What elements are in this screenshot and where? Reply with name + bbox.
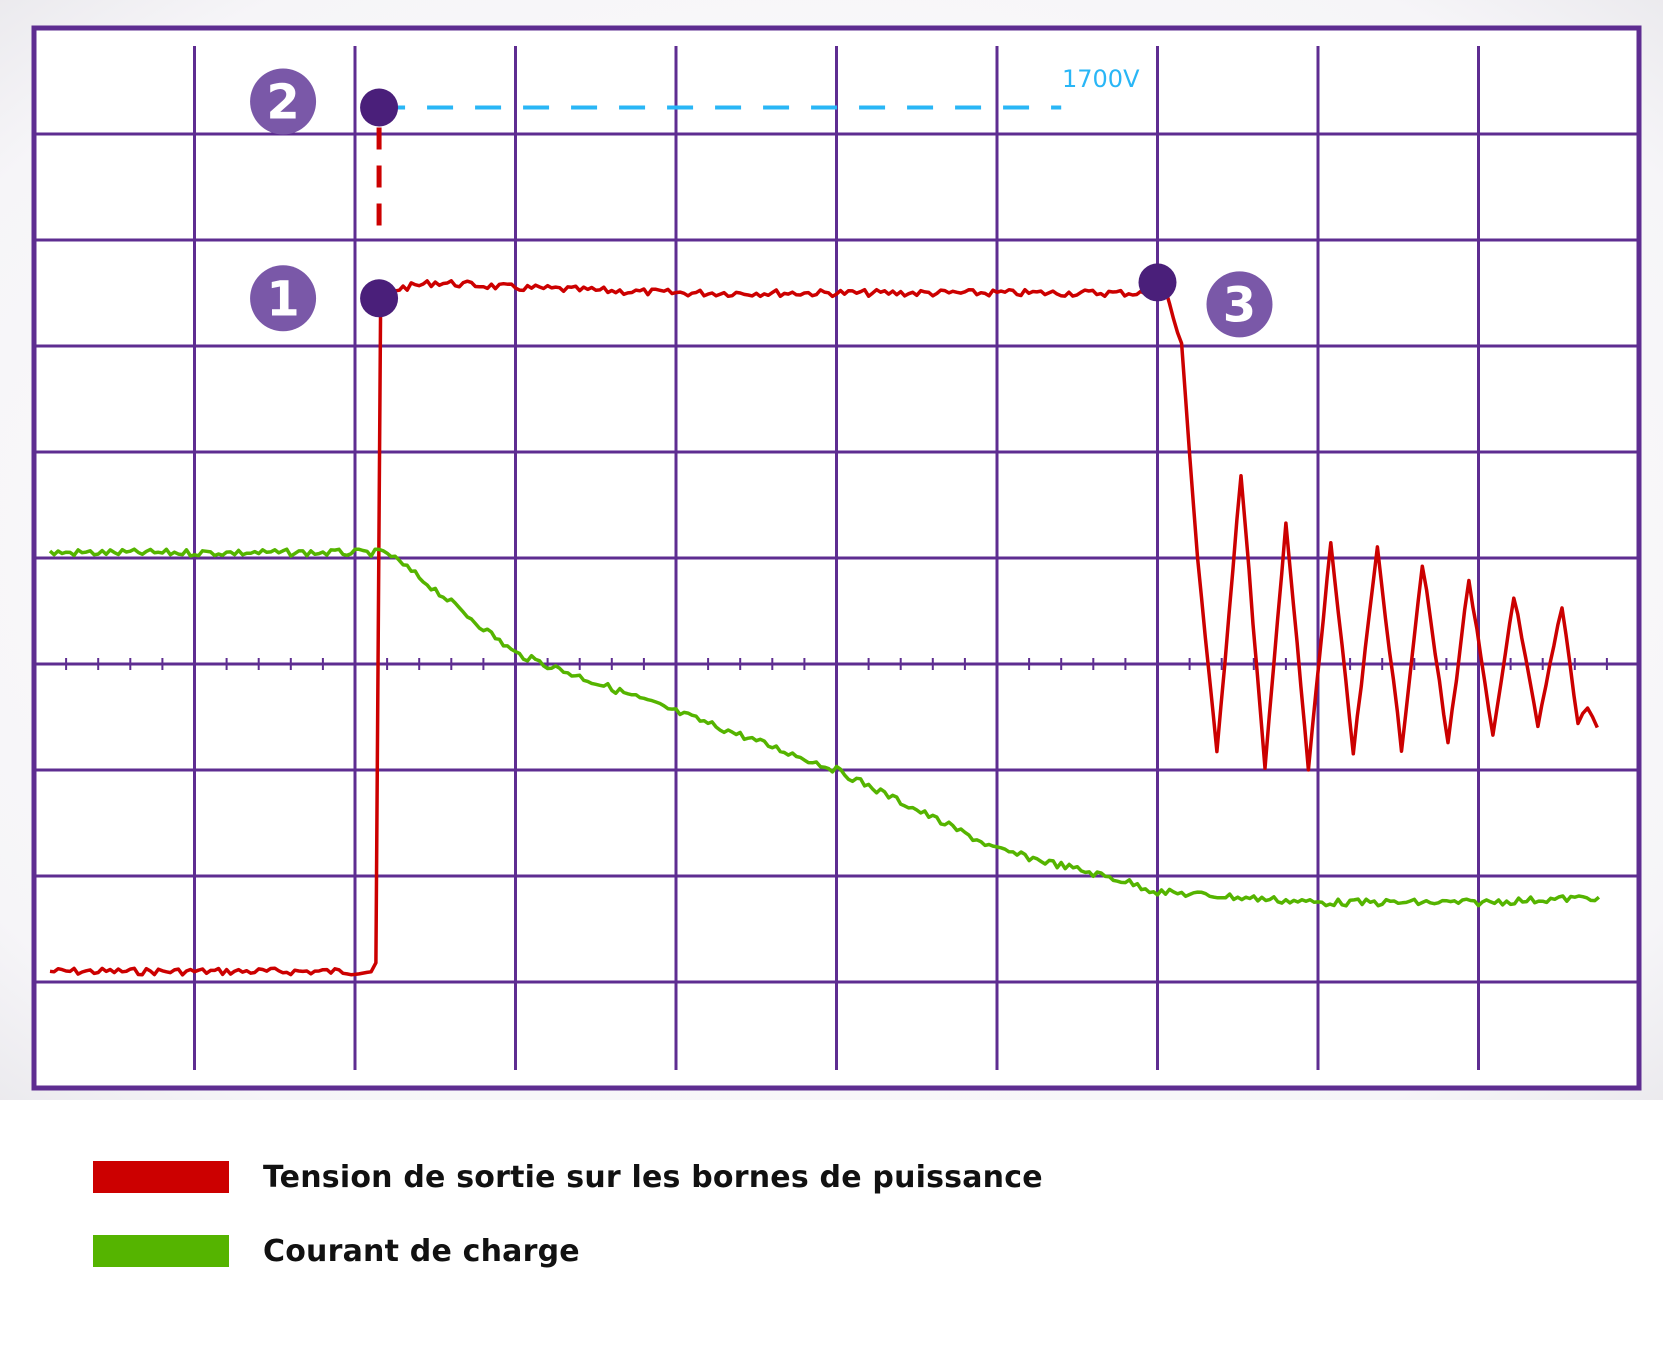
- grid-lines: [34, 46, 1639, 1070]
- badge-number-2: 2: [266, 75, 299, 131]
- legend-item-tension: Tension de sortie sur les bornes de puis…: [93, 1159, 1043, 1195]
- reference-label-1700v: 1700V: [1062, 65, 1140, 93]
- marker-layer: 1 2 3: [250, 68, 1273, 338]
- marker-dot-2: [360, 88, 399, 127]
- legend: Tension de sortie sur les bornes de puis…: [93, 1160, 1043, 1308]
- series-line-tension: [49, 279, 1599, 977]
- badge-circle-2: [250, 68, 317, 135]
- marker-dot-1: [360, 279, 399, 318]
- legend-label-courant: Courant de charge: [263, 1233, 580, 1269]
- badge-number-3: 3: [1223, 277, 1256, 333]
- badge-number-1: 1: [266, 271, 299, 327]
- legend-swatch-red: [93, 1161, 229, 1193]
- legend-item-courant: Courant de charge: [93, 1233, 1043, 1269]
- badge-circle-1: [250, 265, 317, 332]
- series-layer: [48, 105, 1601, 977]
- legend-label-tension: Tension de sortie sur les bornes de puis…: [263, 1159, 1043, 1195]
- center-axis-ticks: [65, 658, 1608, 670]
- legend-swatch-green: [93, 1235, 229, 1267]
- marker-dot-3: [1138, 263, 1177, 302]
- oscilloscope-chart: 1700V 1 2 3: [0, 0, 1663, 1100]
- series-line-courant: [48, 547, 1601, 908]
- plot-frame: [31, 25, 1642, 1091]
- badge-circle-3: [1206, 271, 1273, 338]
